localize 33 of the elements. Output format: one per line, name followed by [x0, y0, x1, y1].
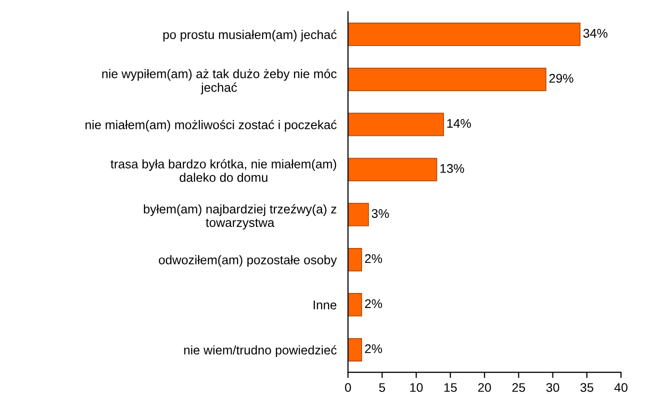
x-tick-label: 10: [410, 383, 423, 392]
x-tick-label: 35: [580, 383, 594, 392]
bar: [348, 68, 546, 92]
data-label: 2%: [365, 344, 382, 354]
bar: [348, 202, 369, 226]
bar: [348, 158, 438, 182]
x-tick-label: 15: [444, 383, 457, 392]
x-tick-label: 20: [478, 383, 491, 392]
data-label: 14%: [447, 119, 471, 128]
y-tick-label: nie wypiłem(am) aż tak dużo żeby nie móc jechać: [102, 68, 337, 94]
bar: [348, 248, 362, 272]
x-tick-label: 0: [345, 383, 351, 392]
y-tick-label: Inne: [314, 300, 336, 310]
x-tick-label: 5: [379, 383, 386, 392]
y-tick-label: odwoziłem(am) pozostałe osoby: [158, 255, 337, 267]
bar: [348, 22, 580, 46]
data-label: 2%: [365, 299, 382, 308]
y-tick-label: trasa była bardzo krótka, nie miałem(am) daleko do domu: [110, 159, 336, 182]
data-label: 29%: [549, 74, 574, 83]
x-tick-label: 25: [512, 383, 526, 392]
bar: [348, 112, 444, 136]
y-tick-label: po prostu musiałem(am) jechać: [163, 30, 337, 42]
y-tick-label: nie wiem/trudno powiedzieć: [184, 345, 337, 357]
bar: [348, 338, 362, 362]
data-label: 2%: [365, 254, 382, 263]
data-label: 34%: [583, 28, 608, 38]
data-label: 3%: [372, 209, 389, 218]
y-tick-label: byłem(am) najbardziej trzeźwy(a) z towarzystwa: [144, 204, 336, 230]
x-tick-label: 30: [546, 383, 560, 392]
bar: [348, 293, 362, 316]
data-label: 13%: [440, 164, 464, 173]
y-tick-label: nie miałem(am) możliwości zostać i poczekać: [86, 120, 337, 132]
x-tick-label: 40: [614, 383, 628, 392]
